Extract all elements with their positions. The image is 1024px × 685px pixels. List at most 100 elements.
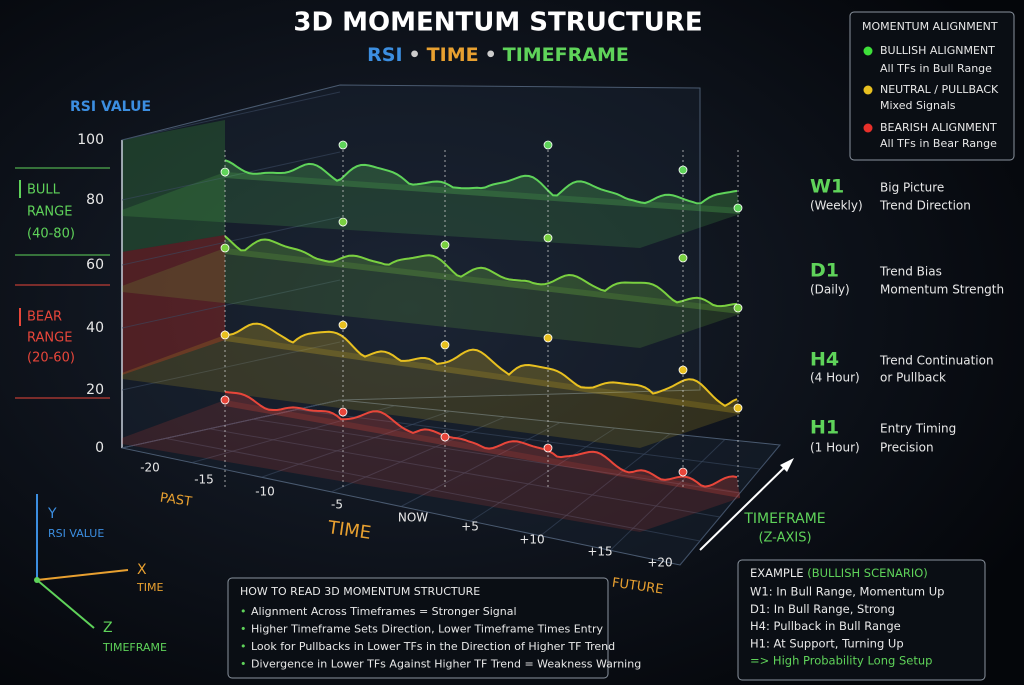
node-dot (733, 303, 743, 313)
chart-3d (121, 84, 781, 566)
key-z-name: TIMEFRAME (102, 641, 167, 654)
x-tick-label: -5 (331, 498, 343, 512)
example-title: EXAMPLE (BULLISH SCENARIO) (750, 566, 928, 580)
node-dot (543, 443, 553, 453)
subtitle-rsi: RSI (367, 44, 402, 66)
node-dot (678, 165, 688, 175)
x-tick-label: NOW (398, 511, 428, 525)
node-dot (440, 240, 450, 250)
wall-grid (121, 91, 341, 141)
wave-area (225, 323, 740, 414)
timeframe-code: H1 (810, 417, 839, 439)
y-axis-title: RSI VALUE (70, 99, 151, 115)
timeframe-desc: Trend Continuation (879, 354, 994, 368)
how-to-item: Look for Pullbacks in Lower TFs in the D… (251, 640, 615, 653)
x-tick-label: -20 (140, 461, 160, 475)
node-dot (678, 253, 688, 263)
bull-wall (122, 120, 225, 252)
range-word: RANGE (27, 331, 72, 346)
node-dot (733, 203, 743, 213)
legend-name: NEUTRAL / PULLBACK (880, 83, 999, 96)
example-line: H4: Pullback in Bull Range (750, 619, 901, 633)
range-span: (20-60) (27, 351, 75, 366)
z-axis-title: TIMEFRAME (743, 511, 825, 527)
timeframe-plane (122, 248, 740, 348)
y-tick-label: 100 (77, 132, 104, 148)
node-dot (220, 395, 230, 405)
timeframe-code: H4 (810, 349, 839, 371)
timeframe-name: (Weekly) (810, 199, 863, 213)
node-dot (543, 233, 553, 243)
node-dot (220, 167, 230, 177)
how-to-bullet: • (240, 640, 247, 653)
range-span: (40-80) (27, 227, 75, 242)
timeframe-plane (122, 335, 740, 448)
y-tick-label: 20 (86, 382, 104, 398)
node-dot (678, 365, 688, 375)
timeframe-desc: or Pullback (880, 371, 946, 385)
subtitle-timeframe: TIMEFRAME (503, 44, 629, 66)
timeframe-plane (122, 400, 740, 532)
timeframe-name: (4 Hour) (810, 371, 860, 385)
how-to-bullet: • (240, 658, 247, 671)
floor-grid (331, 416, 506, 493)
node-dot (338, 140, 348, 150)
wall-grid (121, 151, 341, 201)
node-dot (543, 140, 553, 150)
key-z-label: Z (103, 620, 113, 636)
how-to-item: Alignment Across Timeframes = Stronger S… (251, 605, 517, 618)
key-z (36, 579, 95, 629)
wave-line (224, 390, 738, 488)
legend-dot (863, 46, 873, 56)
example-line: D1: In Bull Range, Strong (750, 602, 895, 616)
x-tick-label: -10 (255, 485, 275, 499)
timeframe-desc: Entry Timing (880, 422, 956, 436)
legend-name: BEARISH ALIGNMENT (880, 121, 997, 134)
how-to-bullet: • (240, 605, 247, 618)
z-arrow (699, 463, 789, 551)
example-title-main: EXAMPLE (750, 566, 804, 580)
node-dot (678, 467, 688, 477)
example-line: H1: At Support, Turning Up (750, 636, 904, 650)
how-to-box (227, 577, 609, 679)
floor-grid (400, 422, 561, 507)
timeframe-name: (1 Hour) (810, 441, 860, 455)
range-name: BEAR (27, 310, 62, 325)
node-dot (440, 432, 450, 442)
floor-grid (252, 418, 741, 494)
range-name: BULL (27, 183, 61, 198)
legend-desc: All TFs in Bull Range (880, 62, 992, 75)
example-title-note: (BULLISH SCENARIO) (807, 566, 928, 580)
legend-title: MOMENTUM ALIGNMENT (862, 20, 998, 33)
how-to-bullet: • (240, 623, 247, 636)
wave-line (224, 235, 738, 308)
node-dot (338, 217, 348, 227)
x-tick-label: +5 (461, 520, 479, 534)
key-x-name: TIME (136, 581, 163, 594)
floor-grid (296, 409, 761, 470)
timeframe-desc: Precision (880, 441, 934, 455)
floor-grid (209, 428, 721, 518)
wave-area (225, 236, 740, 314)
floor-grid (165, 437, 701, 542)
legend-dot (863, 123, 873, 133)
node-dot (220, 243, 230, 253)
timeframe-desc: Trend Direction (879, 199, 971, 213)
timeframe-name: (Daily) (810, 283, 850, 297)
how-to-title: HOW TO READ 3D MOMENTUM STRUCTURE (240, 585, 480, 598)
floor-grid (540, 433, 671, 537)
y-tick-label: 80 (86, 192, 104, 208)
x-tick-label: +20 (647, 556, 672, 570)
past-label: PAST (159, 491, 193, 510)
legend-desc: All TFs in Bear Range (880, 137, 997, 150)
x-tick-label: +15 (587, 545, 612, 559)
node-dot (338, 407, 348, 417)
z-axis-note: (Z-AXIS) (758, 531, 811, 546)
node-dot (338, 320, 348, 330)
wall-grid (121, 279, 341, 329)
floor-grid (609, 439, 726, 551)
floor-grid (470, 427, 616, 522)
floor-grid (261, 410, 451, 478)
wave-line (224, 322, 738, 407)
